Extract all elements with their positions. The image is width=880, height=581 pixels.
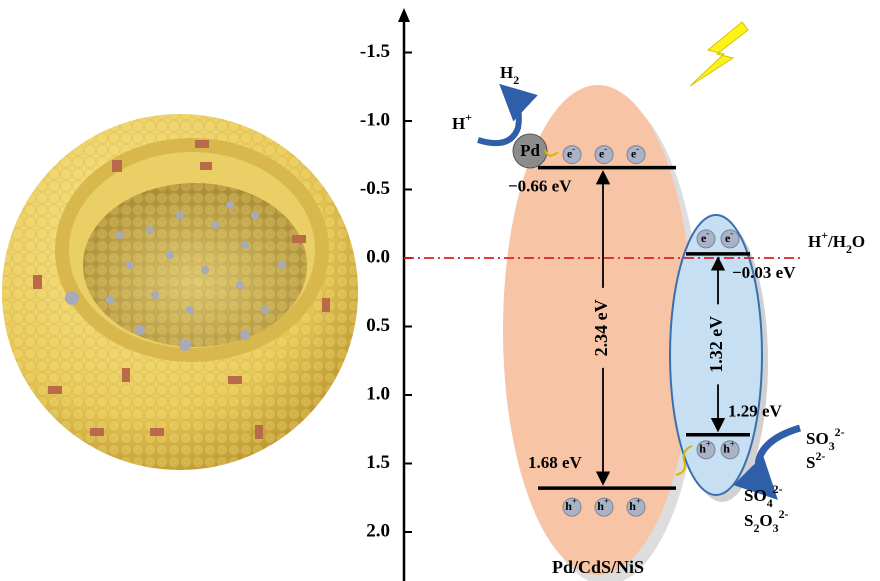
level-label: 1.68 eV bbox=[528, 453, 583, 472]
hplus-label-part: H bbox=[452, 114, 465, 133]
sulfide-label: S2- bbox=[806, 449, 825, 472]
thiosulfate-label-part: 2- bbox=[779, 507, 789, 521]
sulfide-label-part: S bbox=[806, 453, 815, 472]
hplus-label: H+ bbox=[452, 110, 472, 133]
reaction-arrow bbox=[478, 92, 519, 143]
carrier-label-part: - bbox=[636, 145, 639, 154]
axis-arrow bbox=[398, 8, 410, 22]
h2-label-part: 2 bbox=[513, 73, 519, 87]
caption: Pd/CdS/NiS bbox=[552, 557, 644, 577]
sulfate-label: SO42- bbox=[744, 482, 783, 510]
light-icon bbox=[690, 22, 748, 86]
sulfite-label-part: 3 bbox=[829, 439, 835, 453]
carrier-label-part: + bbox=[572, 498, 577, 507]
tick-label: 2.0 bbox=[366, 520, 390, 541]
tick-label: 0.5 bbox=[366, 315, 390, 336]
level-label: −0.03 eV bbox=[732, 263, 796, 282]
carrier-label-part: + bbox=[730, 440, 735, 449]
h2-label: H2 bbox=[500, 63, 519, 87]
gap-label: 1.32 eV bbox=[706, 316, 726, 373]
redox-label-part: H bbox=[808, 232, 821, 251]
thiosulfate-label: S2O32- bbox=[744, 507, 789, 535]
hplus-label-part: + bbox=[465, 110, 472, 124]
sulfate-label-part: 4 bbox=[767, 496, 773, 510]
carrier-label-part: + bbox=[636, 498, 641, 507]
carrier-label-part: - bbox=[604, 145, 607, 154]
carrier-label-part: - bbox=[572, 145, 575, 154]
nanosphere bbox=[2, 114, 358, 470]
level-label: −0.66 eV bbox=[508, 176, 572, 195]
tick-label: 1.5 bbox=[366, 452, 390, 473]
tick-label: -0.5 bbox=[360, 178, 390, 199]
sulfite-label-part: SO bbox=[806, 429, 829, 448]
carrier-label-part: + bbox=[706, 440, 711, 449]
carrier-label-part: - bbox=[730, 229, 733, 238]
thiosulfate-label-part: O bbox=[759, 511, 772, 530]
reaction-arrow bbox=[758, 428, 800, 490]
pd-label: Pd bbox=[520, 141, 540, 160]
sulfite-label-part: 2- bbox=[835, 425, 845, 439]
thiosulfate-label-part: 3 bbox=[773, 521, 779, 535]
tick-label: -1.5 bbox=[360, 41, 390, 62]
redox-label-part: O bbox=[852, 232, 865, 251]
tick-label: -1.0 bbox=[360, 109, 390, 130]
carrier-label-part: + bbox=[604, 498, 609, 507]
tick-label: 0.0 bbox=[366, 246, 390, 267]
tick-label: 1.0 bbox=[366, 383, 390, 404]
redox-label: H+/H2O bbox=[808, 228, 865, 256]
sulfate-label-part: SO bbox=[744, 486, 767, 505]
carrier-label-part: - bbox=[706, 229, 709, 238]
gap-label: 2.34 eV bbox=[591, 299, 611, 356]
h2-label-part: H bbox=[500, 63, 513, 82]
thiosulfate-label-part: S bbox=[744, 511, 753, 530]
band-diagram: -1.5-1.0-0.50.00.51.01.52.0 H+/H2O−0.66 … bbox=[0, 0, 880, 581]
sulfide-label-part: 2- bbox=[815, 449, 825, 463]
level-label: 1.29 eV bbox=[728, 402, 783, 421]
sulfate-label-part: 2- bbox=[773, 482, 783, 496]
redox-label-part: /H bbox=[827, 232, 846, 251]
